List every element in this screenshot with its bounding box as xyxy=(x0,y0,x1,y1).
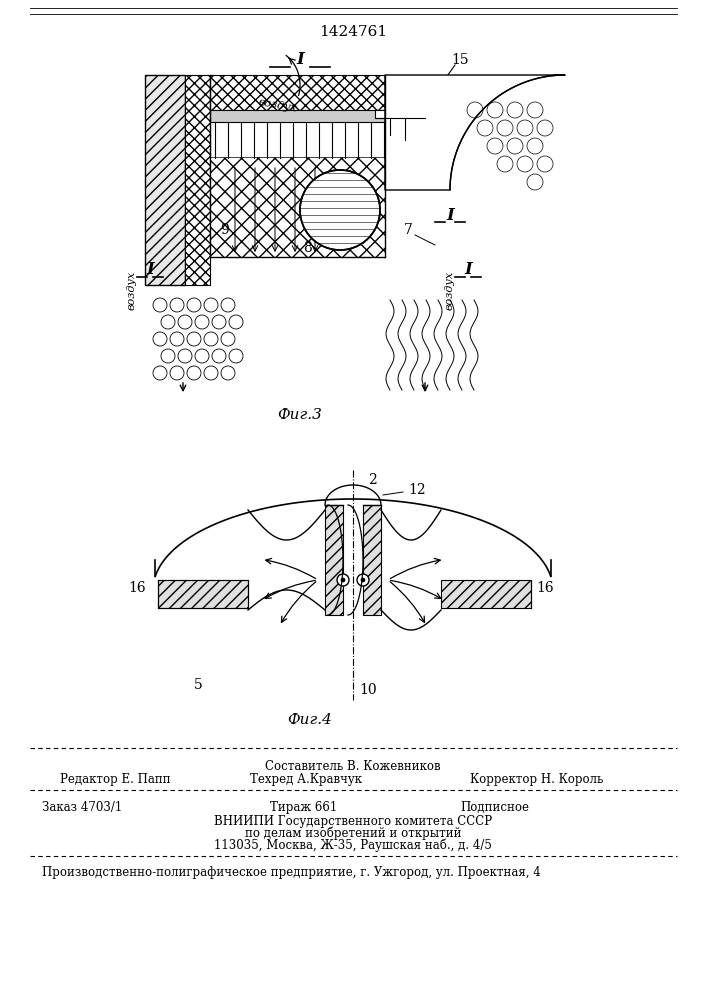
Circle shape xyxy=(361,578,365,582)
Text: Фиг.3: Фиг.3 xyxy=(278,408,322,422)
Bar xyxy=(375,110,425,118)
Text: I: I xyxy=(296,51,304,68)
Text: воздух: воздух xyxy=(127,270,137,310)
Text: Заказ 4703/1: Заказ 4703/1 xyxy=(42,801,122,814)
Text: Редактор Е. Папп: Редактор Е. Папп xyxy=(60,773,170,786)
Text: 16: 16 xyxy=(536,581,554,595)
Text: воздух: воздух xyxy=(258,97,298,113)
Bar xyxy=(145,75,185,285)
Text: 15: 15 xyxy=(451,53,469,67)
Text: I: I xyxy=(464,261,472,278)
Text: Техред А.Кравчук: Техред А.Кравчук xyxy=(250,773,362,786)
Text: I: I xyxy=(146,261,154,278)
Bar xyxy=(210,157,385,257)
Bar xyxy=(210,75,385,110)
Text: 7: 7 xyxy=(404,223,412,237)
Text: 8: 8 xyxy=(303,241,312,255)
Circle shape xyxy=(300,170,380,250)
Circle shape xyxy=(357,574,369,586)
Polygon shape xyxy=(385,75,565,190)
Text: воздух: воздух xyxy=(445,270,455,310)
Text: ВНИИПИ Государственного комитета СССР: ВНИИПИ Государственного комитета СССР xyxy=(214,815,492,828)
Text: 1424761: 1424761 xyxy=(319,25,387,39)
Text: Фиг.4: Фиг.4 xyxy=(288,713,332,727)
Bar xyxy=(441,580,531,608)
Bar xyxy=(158,580,248,608)
Text: 113035, Москва, Ж-35, Раушская наб., д. 4/5: 113035, Москва, Ж-35, Раушская наб., д. … xyxy=(214,839,492,852)
Text: 16: 16 xyxy=(129,581,146,595)
Text: 5: 5 xyxy=(194,678,202,692)
Bar xyxy=(185,75,210,285)
Text: 10: 10 xyxy=(359,683,377,697)
Circle shape xyxy=(341,578,345,582)
Bar xyxy=(363,505,381,615)
Text: Подписное: Подписное xyxy=(460,801,529,814)
Text: Производственно-полиграфическое предприятие, г. Ужгород, ул. Проектная, 4: Производственно-полиграфическое предприя… xyxy=(42,866,541,879)
Text: Составитель В. Кожевников: Составитель В. Кожевников xyxy=(265,760,440,773)
Text: Корректор Н. Король: Корректор Н. Король xyxy=(470,773,603,786)
Text: Тираж 661: Тираж 661 xyxy=(270,801,337,814)
Text: 12: 12 xyxy=(408,483,426,497)
Bar xyxy=(325,505,343,615)
Circle shape xyxy=(337,574,349,586)
Bar xyxy=(210,110,385,122)
Text: I: I xyxy=(446,207,454,224)
Text: по делам изобретений и открытий: по делам изобретений и открытий xyxy=(245,827,461,840)
Bar xyxy=(390,118,405,133)
Text: 2: 2 xyxy=(368,473,377,487)
Text: 9: 9 xyxy=(221,223,229,237)
